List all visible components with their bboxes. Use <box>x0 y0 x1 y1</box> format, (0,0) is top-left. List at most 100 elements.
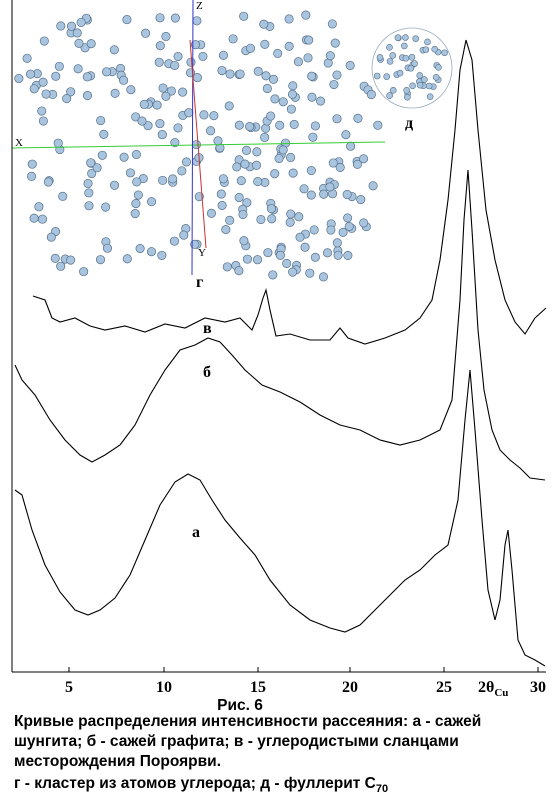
curve-c <box>32 39 547 345</box>
atom <box>122 254 132 264</box>
atom <box>139 99 149 109</box>
atom <box>293 57 303 67</box>
atom <box>158 175 168 185</box>
atom <box>295 232 305 242</box>
atom <box>287 89 298 99</box>
atom <box>216 189 226 199</box>
atom <box>261 123 271 133</box>
atom <box>253 177 263 187</box>
atom <box>270 169 280 179</box>
atom <box>310 252 320 262</box>
atom <box>155 41 165 51</box>
atom <box>41 89 51 99</box>
atom <box>333 250 343 260</box>
atom <box>332 70 342 80</box>
atom <box>352 159 362 169</box>
atom <box>218 174 228 184</box>
atom <box>386 58 394 65</box>
atom <box>239 236 249 246</box>
atom <box>319 189 329 199</box>
atom <box>345 60 355 71</box>
atom <box>238 209 248 220</box>
atom <box>266 204 276 214</box>
atom <box>343 250 353 260</box>
x-tick-label: 25 <box>436 679 452 696</box>
atom <box>155 13 165 23</box>
atom <box>325 51 335 61</box>
atom <box>224 101 234 111</box>
atom <box>394 34 402 41</box>
inset-label: г <box>196 274 203 291</box>
atom <box>260 39 270 49</box>
atom <box>356 195 366 205</box>
atom <box>86 39 96 49</box>
atom <box>401 42 408 50</box>
atom <box>198 51 208 61</box>
atom <box>307 92 317 102</box>
atom <box>228 34 238 44</box>
atom <box>130 209 140 219</box>
atom <box>353 113 363 123</box>
atom <box>288 81 298 91</box>
atom <box>261 71 271 81</box>
axis-letter: X <box>15 137 23 149</box>
atom <box>359 218 369 228</box>
atom <box>29 84 39 94</box>
atom <box>240 159 250 169</box>
atom <box>286 104 296 114</box>
carbon-cluster <box>14 10 383 282</box>
atom <box>425 82 433 90</box>
atom <box>373 72 381 80</box>
atom <box>141 28 151 38</box>
atom <box>234 192 244 203</box>
atom <box>87 168 97 179</box>
atom <box>96 115 106 126</box>
atom <box>173 51 183 62</box>
atom <box>412 35 420 42</box>
atom <box>424 38 431 46</box>
atom <box>209 111 219 121</box>
atom <box>181 157 192 167</box>
z-axis-line <box>191 0 194 276</box>
atom <box>99 129 109 139</box>
atom <box>132 177 142 187</box>
atom <box>54 61 64 71</box>
atom <box>402 34 409 41</box>
atom <box>66 255 76 265</box>
x-tick-label: 30 <box>530 679 546 696</box>
atom <box>259 19 269 29</box>
atom <box>157 250 167 260</box>
atom <box>232 162 242 172</box>
atom <box>83 178 93 189</box>
atom <box>330 38 340 48</box>
atom <box>169 236 179 246</box>
atom <box>325 182 335 192</box>
atom <box>416 81 424 89</box>
x-tick-label: 5 <box>65 679 73 696</box>
caption-sub: 70 <box>376 783 388 795</box>
atom <box>155 119 165 129</box>
x-tick-label: 20 <box>342 679 358 696</box>
x-tick-label: 15 <box>250 679 266 696</box>
atom <box>285 217 295 227</box>
y-axis-line <box>189 39 207 249</box>
atom <box>222 262 232 272</box>
atom <box>278 145 288 155</box>
x-axis-label: 2θCu <box>478 679 508 699</box>
atom <box>82 90 93 101</box>
atom <box>359 154 369 164</box>
atom <box>58 191 68 201</box>
atom <box>56 261 66 271</box>
atom <box>221 225 231 235</box>
atom <box>260 132 270 142</box>
atom <box>242 254 253 264</box>
atom <box>426 93 434 100</box>
atom <box>286 152 296 163</box>
atom <box>135 244 145 254</box>
atom <box>294 212 304 222</box>
atom <box>184 108 194 118</box>
x-axis-label-main: 2θ <box>478 679 494 696</box>
atom <box>299 184 309 194</box>
caption-number: Рис. 6 <box>217 697 263 714</box>
inset-label: д <box>405 115 413 132</box>
